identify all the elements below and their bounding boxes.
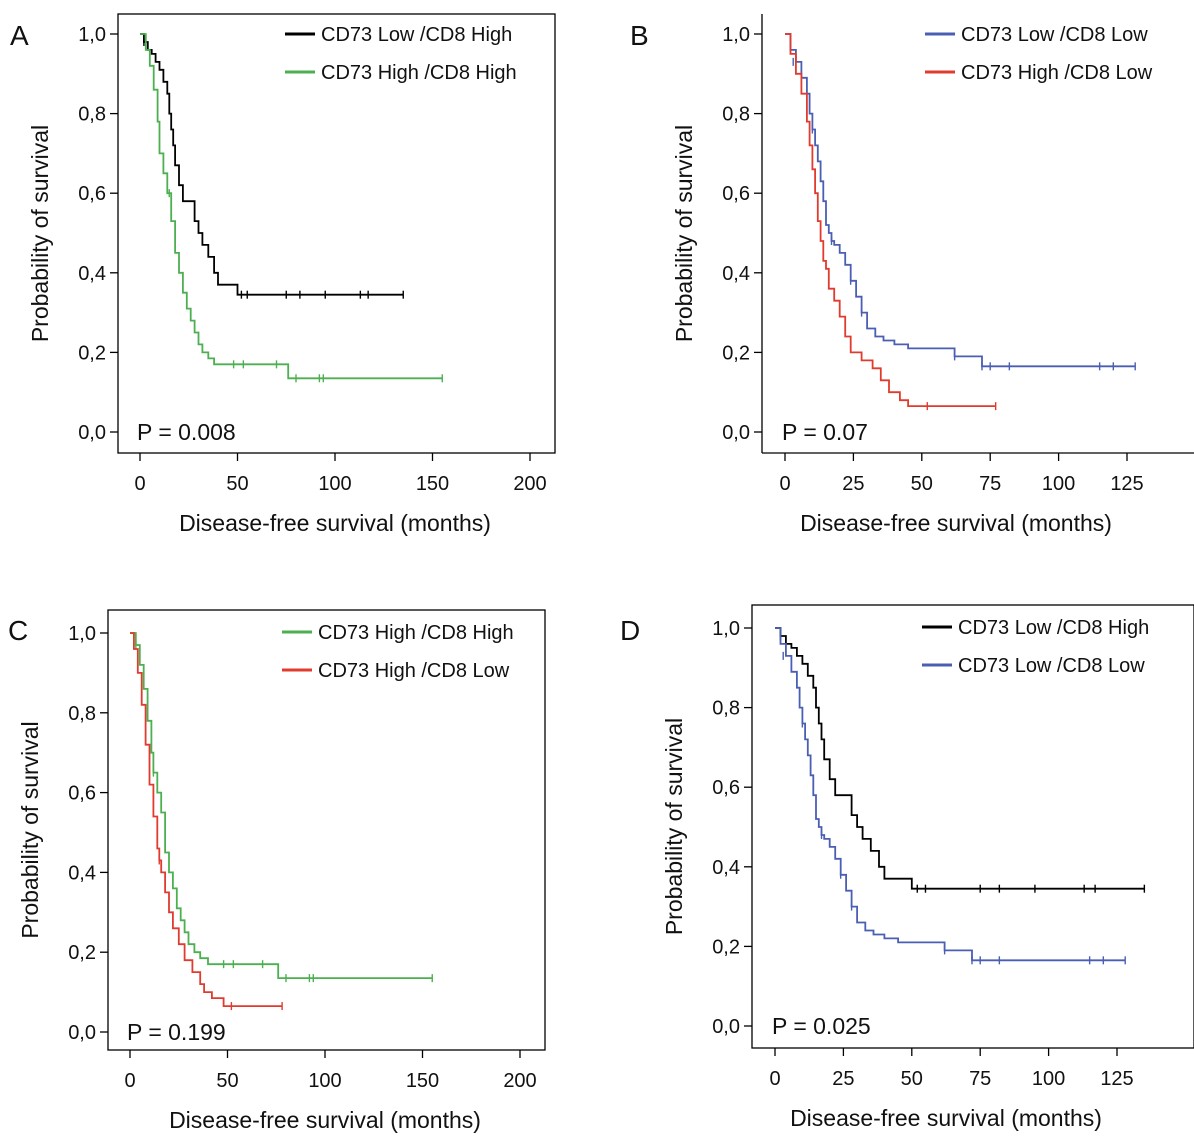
p-value: P = 0.025 [772, 1013, 871, 1039]
plot-frame [751, 604, 1194, 1049]
p-value: P = 0.199 [127, 1019, 226, 1045]
y-tick-label: 0,8 [722, 104, 750, 126]
survival-curve-1 [775, 627, 1145, 890]
p-value: P = 0.07 [782, 419, 868, 445]
panel-letter: B [630, 20, 649, 51]
x-tick-label: 100 [1032, 1068, 1065, 1090]
y-tick-label: 0,4 [722, 263, 750, 285]
legend-label: CD73 Low /CD8 Low [961, 24, 1148, 46]
x-tick-label: 125 [1100, 1068, 1133, 1090]
legend-label: CD73 Low /CD8 High [958, 617, 1149, 639]
plot-frame [117, 13, 556, 454]
legend-label: CD73 Low /CD8 Low [958, 655, 1145, 677]
y-tick-label: 0,6 [78, 183, 106, 205]
panel-letter: C [8, 615, 28, 646]
y-tick-label: 0,6 [68, 783, 96, 805]
x-tick-label: 125 [1110, 473, 1143, 495]
y-axis-label: Probability of survival [17, 721, 43, 938]
y-tick-label: 0,0 [78, 422, 106, 444]
y-tick-label: 1,0 [68, 623, 96, 645]
legend-label: CD73 High /CD8 High [321, 62, 517, 84]
km-panel-b: 0,0 0,2 0,4 0,6 0,8 1,0 0 25 50 75 100 125 Disease-f… [630, 14, 1194, 536]
x-axis-label: Disease-free survival (months) [790, 1105, 1102, 1131]
y-tick-label: 0,6 [722, 183, 750, 205]
y-tick-label: 0,0 [68, 1022, 96, 1044]
x-axis-label: Disease-free survival (months) [179, 510, 491, 536]
x-tick-label: 0 [124, 1070, 135, 1092]
y-tick-label: 0,4 [68, 862, 96, 884]
y-tick-label: 1,0 [78, 24, 106, 46]
panel-letter: D [620, 615, 640, 646]
y-tick-label: 0,2 [78, 342, 106, 364]
km-panel-a: 0,0 0,2 0,4 0,6 0,8 1,0 0 50 100 150 200 Disease-fr… [10, 13, 556, 536]
km-panel-c: 0,0 0,2 0,4 0,6 0,8 1,0 0 50 100 150 200 Disease-fr… [8, 609, 546, 1133]
y-tick-label: 0,8 [68, 703, 96, 725]
x-tick-label: 150 [406, 1070, 439, 1092]
x-tick-label: 100 [308, 1070, 341, 1092]
legend-label: CD73 High /CD8 High [318, 622, 514, 644]
y-tick-label: 0,6 [712, 777, 740, 799]
x-tick-label: 150 [416, 473, 449, 495]
x-tick-label: 25 [842, 473, 864, 495]
x-tick-label: 200 [503, 1070, 536, 1092]
x-tick-label: 75 [969, 1068, 991, 1090]
survival-curve-2 [775, 627, 1126, 962]
y-tick-label: 1,0 [722, 24, 750, 46]
legend-label: CD73 High /CD8 Low [961, 62, 1153, 84]
y-tick-label: 0,8 [78, 104, 106, 126]
legend-label: CD73 High /CD8 Low [318, 660, 510, 682]
x-tick-label: 100 [318, 473, 351, 495]
survival-curve-1 [140, 33, 404, 296]
survival-curve-2 [785, 33, 996, 407]
km-panel-d: 0,0 0,2 0,4 0,6 0,8 1,0 0 25 50 75 100 125 Disease-f… [620, 604, 1194, 1131]
x-tick-label: 0 [134, 473, 145, 495]
x-tick-label: 0 [769, 1068, 780, 1090]
p-value: P = 0.008 [137, 419, 236, 445]
x-tick-label: 0 [779, 473, 790, 495]
y-tick-label: 0,8 [712, 698, 740, 720]
x-tick-label: 25 [832, 1068, 854, 1090]
survival-curve-1 [785, 33, 1136, 368]
x-tick-label: 50 [226, 473, 248, 495]
legend-label: CD73 Low /CD8 High [321, 24, 512, 46]
x-tick-label: 200 [513, 473, 546, 495]
survival-curve-2 [130, 632, 283, 1007]
y-axis-label: Probability of survival [661, 718, 687, 935]
y-axis-label: Probability of survival [671, 125, 697, 342]
y-tick-label: 0,0 [722, 422, 750, 444]
panel-letter: A [10, 20, 29, 51]
y-tick-label: 0,4 [712, 857, 740, 879]
x-tick-label: 50 [901, 1068, 923, 1090]
x-tick-label: 50 [216, 1070, 238, 1092]
y-tick-label: 0,2 [722, 342, 750, 364]
y-tick-label: 0,4 [78, 263, 106, 285]
y-tick-label: 0,2 [712, 936, 740, 958]
y-axis-label: Probability of survival [27, 125, 53, 342]
x-tick-label: 50 [911, 473, 933, 495]
x-axis-label: Disease-free survival (months) [800, 510, 1112, 536]
y-tick-label: 1,0 [712, 618, 740, 640]
y-tick-label: 0,0 [712, 1016, 740, 1038]
y-tick-label: 0,2 [68, 942, 96, 964]
survival-curve-1 [130, 632, 433, 979]
plot-frame [107, 609, 546, 1051]
x-axis-label: Disease-free survival (months) [169, 1107, 481, 1133]
x-tick-label: 100 [1042, 473, 1075, 495]
survival-curve-2 [140, 33, 443, 380]
x-tick-label: 75 [979, 473, 1001, 495]
